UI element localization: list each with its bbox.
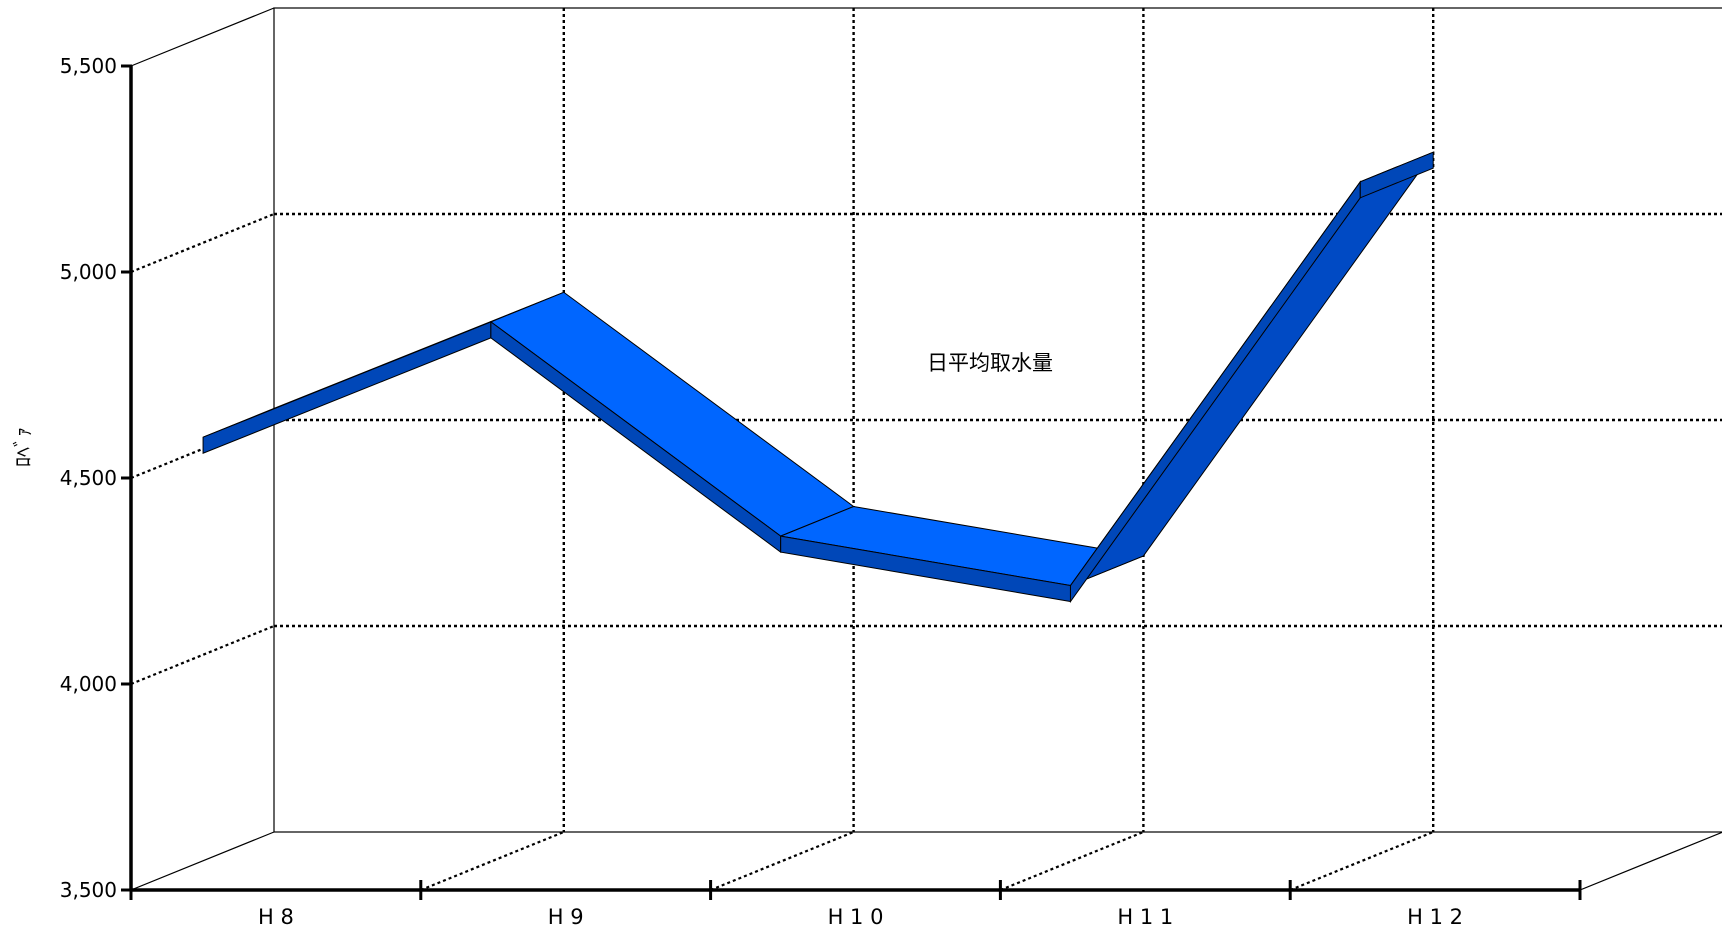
ribbon-front-face <box>202 321 492 454</box>
side-wall-top-edge <box>130 7 275 67</box>
y-tick-label: 4,000 <box>60 672 117 696</box>
back-wall <box>130 7 1722 833</box>
y-axis-title: ﾛﾍﾞｧ <box>11 427 35 467</box>
chart-floor <box>130 830 1722 892</box>
x-category-label: H 1 0 <box>828 905 884 929</box>
axes: 3,500 4,000 4,500 5,000 5,500 H 8 H 9 H 1 0 H 1 … <box>60 54 1582 929</box>
y-tick-label: 5,000 <box>60 260 117 284</box>
side-gridline <box>130 624 275 686</box>
side-gridline <box>130 212 275 274</box>
floor-gridline <box>420 830 565 892</box>
floor-gridline <box>710 830 855 892</box>
x-category-label: H 1 2 <box>1407 905 1463 929</box>
ribbon-end-cap <box>1359 151 1434 199</box>
y-tick-label: 4,500 <box>60 466 117 490</box>
ribbon-segment <box>489 291 855 537</box>
floor-right-edge <box>1579 831 1722 891</box>
y-tick-label: 3,500 <box>60 878 117 902</box>
floor-gridline <box>1289 830 1434 892</box>
x-category-label: H 9 <box>548 905 584 929</box>
floor-left-edge <box>130 831 275 891</box>
x-category-label: H 8 <box>258 905 294 929</box>
labels: ﾛﾍﾞｧ 日平均取水量 <box>11 351 1053 467</box>
x-category-label: H 1 1 <box>1117 905 1173 929</box>
floor-gridline <box>999 830 1144 892</box>
y-tick-label: 5,500 <box>60 54 117 78</box>
series-ribbon <box>202 151 1435 604</box>
series-label: 日平均取水量 <box>927 351 1053 375</box>
ribbon-front-face <box>1069 180 1361 604</box>
